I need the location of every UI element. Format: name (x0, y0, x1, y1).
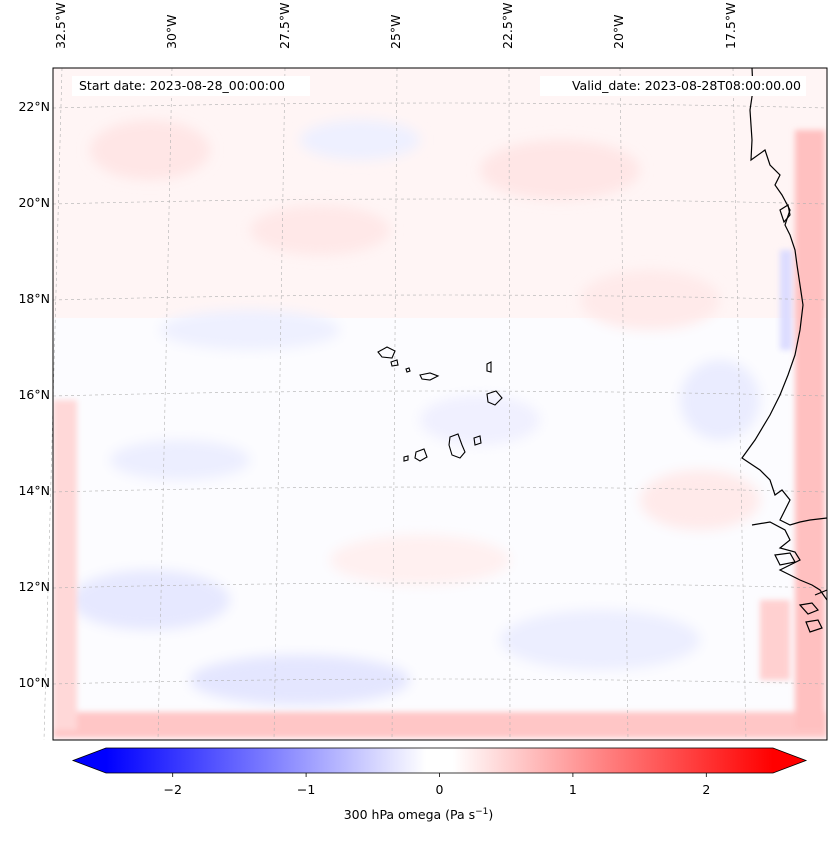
coast-bissau (814, 589, 827, 596)
colorbar-tick-label: −1 (296, 782, 316, 797)
field-south-band (53, 712, 827, 738)
colorbar-label-main: 300 hPa omega (Pa s (343, 807, 476, 823)
lat-label-16: 16°N (18, 387, 50, 402)
colorbar-label: 300 hPa omega (Pa s−1) (0, 807, 837, 822)
gridline-lon-17-5 (732, 67, 747, 741)
valid-date-label: Valid_date: 2023-08-28T08:00:00.00 (571, 78, 801, 93)
map-frame (52, 67, 828, 741)
graticule (43, 67, 828, 741)
coast-bissagos-1 (798, 602, 820, 615)
field-east-negative (780, 250, 792, 350)
lon-label-text: 32.5°W (53, 2, 68, 49)
lon-label-22-5: 22.5°W (500, 2, 520, 64)
lon-label-25: 25°W (388, 6, 408, 64)
lon-label-27-5: 27.5°W (277, 2, 297, 64)
gridline-lon-20 (619, 67, 629, 741)
gridline-lat-18 (52, 294, 828, 301)
island-santo-antao (377, 346, 396, 359)
lon-label-30: 30°W (164, 6, 184, 64)
colorbar-outline (71, 747, 808, 774)
gridline-lon-25 (391, 67, 398, 741)
lat-label-14: 14°N (18, 483, 50, 498)
field-east-band (795, 130, 825, 730)
lon-label-text: 17.5°W (723, 2, 738, 49)
lon-label-text: 30°W (164, 14, 179, 49)
gridline-lat-12 (52, 582, 828, 589)
coast-bissagos-2 (805, 619, 823, 633)
island-sao-nicolau (419, 372, 440, 381)
field-west-band (53, 400, 77, 730)
lon-label-17-5: 17.5°W (723, 2, 743, 64)
coast-gambia (774, 552, 796, 566)
gridline-lon-22-5 (508, 67, 511, 741)
colorbar-extend-min (73, 748, 106, 773)
island-santa-luzia (405, 367, 411, 373)
gridline-lat-20 (52, 198, 828, 205)
colorbar-tick-label: 1 (568, 782, 577, 797)
island-sao-vicente (390, 359, 399, 367)
colorbar-tick-marks (172, 773, 707, 777)
lat-label-10: 10°N (18, 675, 50, 690)
field-boundary (53, 130, 827, 738)
field-east-positive (760, 600, 790, 680)
gridline-lon-30 (157, 67, 173, 741)
lon-label-text: 22.5°W (500, 2, 515, 49)
start-date-label: Start date: 2023-08-28_00:00:00 (79, 78, 285, 93)
colorbar-extend-max (773, 748, 806, 773)
field-blotches (70, 120, 760, 705)
cape-verde-islands (377, 346, 503, 462)
lat-label-22: 22°N (18, 99, 50, 114)
lon-label-20: 20°W (611, 6, 631, 64)
colorbar-label-close: ) (488, 807, 494, 823)
valid-date-box (540, 76, 806, 96)
island-sal (486, 361, 492, 373)
island-boa-vista (486, 390, 503, 406)
colorbar-tick-label: 2 (702, 782, 711, 797)
island-fogo (414, 448, 428, 462)
gridline-lat-14 (52, 486, 828, 493)
colorbar-tick-label: −2 (163, 782, 182, 797)
lat-label-20: 20°N (18, 195, 50, 210)
lat-label-12: 12°N (18, 579, 50, 594)
coast-africa-north (741, 68, 827, 526)
coastline (741, 68, 827, 633)
coast-lagoon (779, 204, 791, 224)
gridline-lon-27-5 (273, 67, 286, 741)
lat-label-18: 18°N (18, 291, 50, 306)
gridline-lat-16 (52, 390, 828, 397)
lon-label-text: 27.5°W (277, 2, 292, 49)
gridline-lat-10 (52, 678, 828, 685)
colorbar-tick-label: 0 (435, 782, 444, 797)
colorbar-body (106, 748, 773, 773)
island-brava (403, 455, 409, 462)
omega-field (53, 68, 827, 740)
start-date-box (72, 76, 310, 96)
colorbar (71, 747, 808, 777)
colorbar-label-exponent: −1 (475, 807, 489, 817)
gridline-lat-22 (52, 102, 828, 109)
island-maio (473, 435, 482, 446)
lon-label-text: 20°W (611, 14, 626, 49)
island-santiago (448, 433, 466, 459)
lon-label-text: 25°W (388, 14, 403, 49)
lon-label-32-5: 32.5°W (53, 2, 73, 64)
field-north-positive (53, 68, 827, 318)
